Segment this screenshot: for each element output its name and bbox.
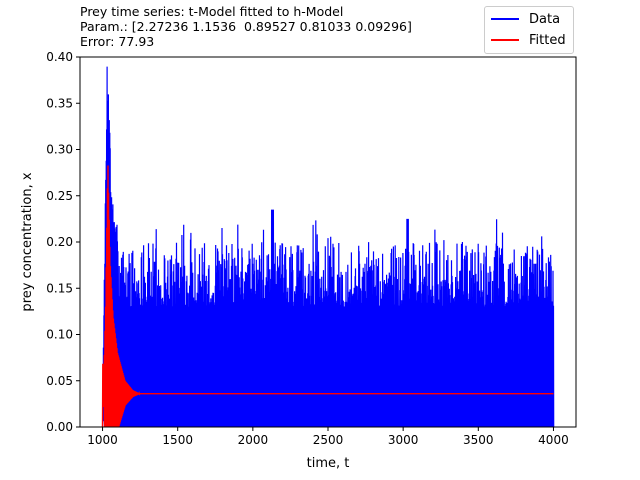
x-tick-label: 2000 <box>238 433 269 447</box>
y-tick-label: 0.10 <box>46 328 73 342</box>
chart-title-line-3: Error: 77.93 <box>80 34 155 49</box>
y-tick-label: 0.25 <box>46 189 73 203</box>
x-tick-label: 4000 <box>538 433 569 447</box>
y-tick-label: 0.35 <box>46 96 73 110</box>
series-fitted-line <box>101 165 554 428</box>
x-tick-label: 3000 <box>388 433 419 447</box>
y-tick-label: 0.20 <box>46 235 73 249</box>
y-tick-label: 0.05 <box>46 374 73 388</box>
x-tick-label: 2500 <box>313 433 344 447</box>
legend-item-data: Data <box>491 10 560 28</box>
y-tick-label: 0.30 <box>46 143 73 157</box>
x-tick-label: 1000 <box>87 433 118 447</box>
series-data-line <box>101 66 555 428</box>
y-tick-label: 0.40 <box>46 50 73 64</box>
legend-label-data: Data <box>529 11 561 27</box>
legend-item-fitted: Fitted <box>491 31 566 49</box>
chart-title-line-2: Param.: [2.27236 1.1536 0.89527 0.81033 … <box>80 19 412 34</box>
legend-swatch-data <box>491 18 519 20</box>
legend-swatch-fitted <box>491 39 519 41</box>
x-tick-label: 1500 <box>162 433 193 447</box>
legend-label-fitted: Fitted <box>529 32 566 48</box>
x-axis-label: time, t <box>307 456 350 471</box>
chart-title-line-1: Prey time series: t-Model fitted to h-Mo… <box>80 4 344 19</box>
y-tick-label: 0.00 <box>46 420 73 434</box>
y-axis-label: prey concentration, x <box>20 172 35 311</box>
y-tick-label: 0.15 <box>46 281 73 295</box>
legend: Data Fitted <box>484 6 574 54</box>
x-tick-label: 3500 <box>463 433 494 447</box>
